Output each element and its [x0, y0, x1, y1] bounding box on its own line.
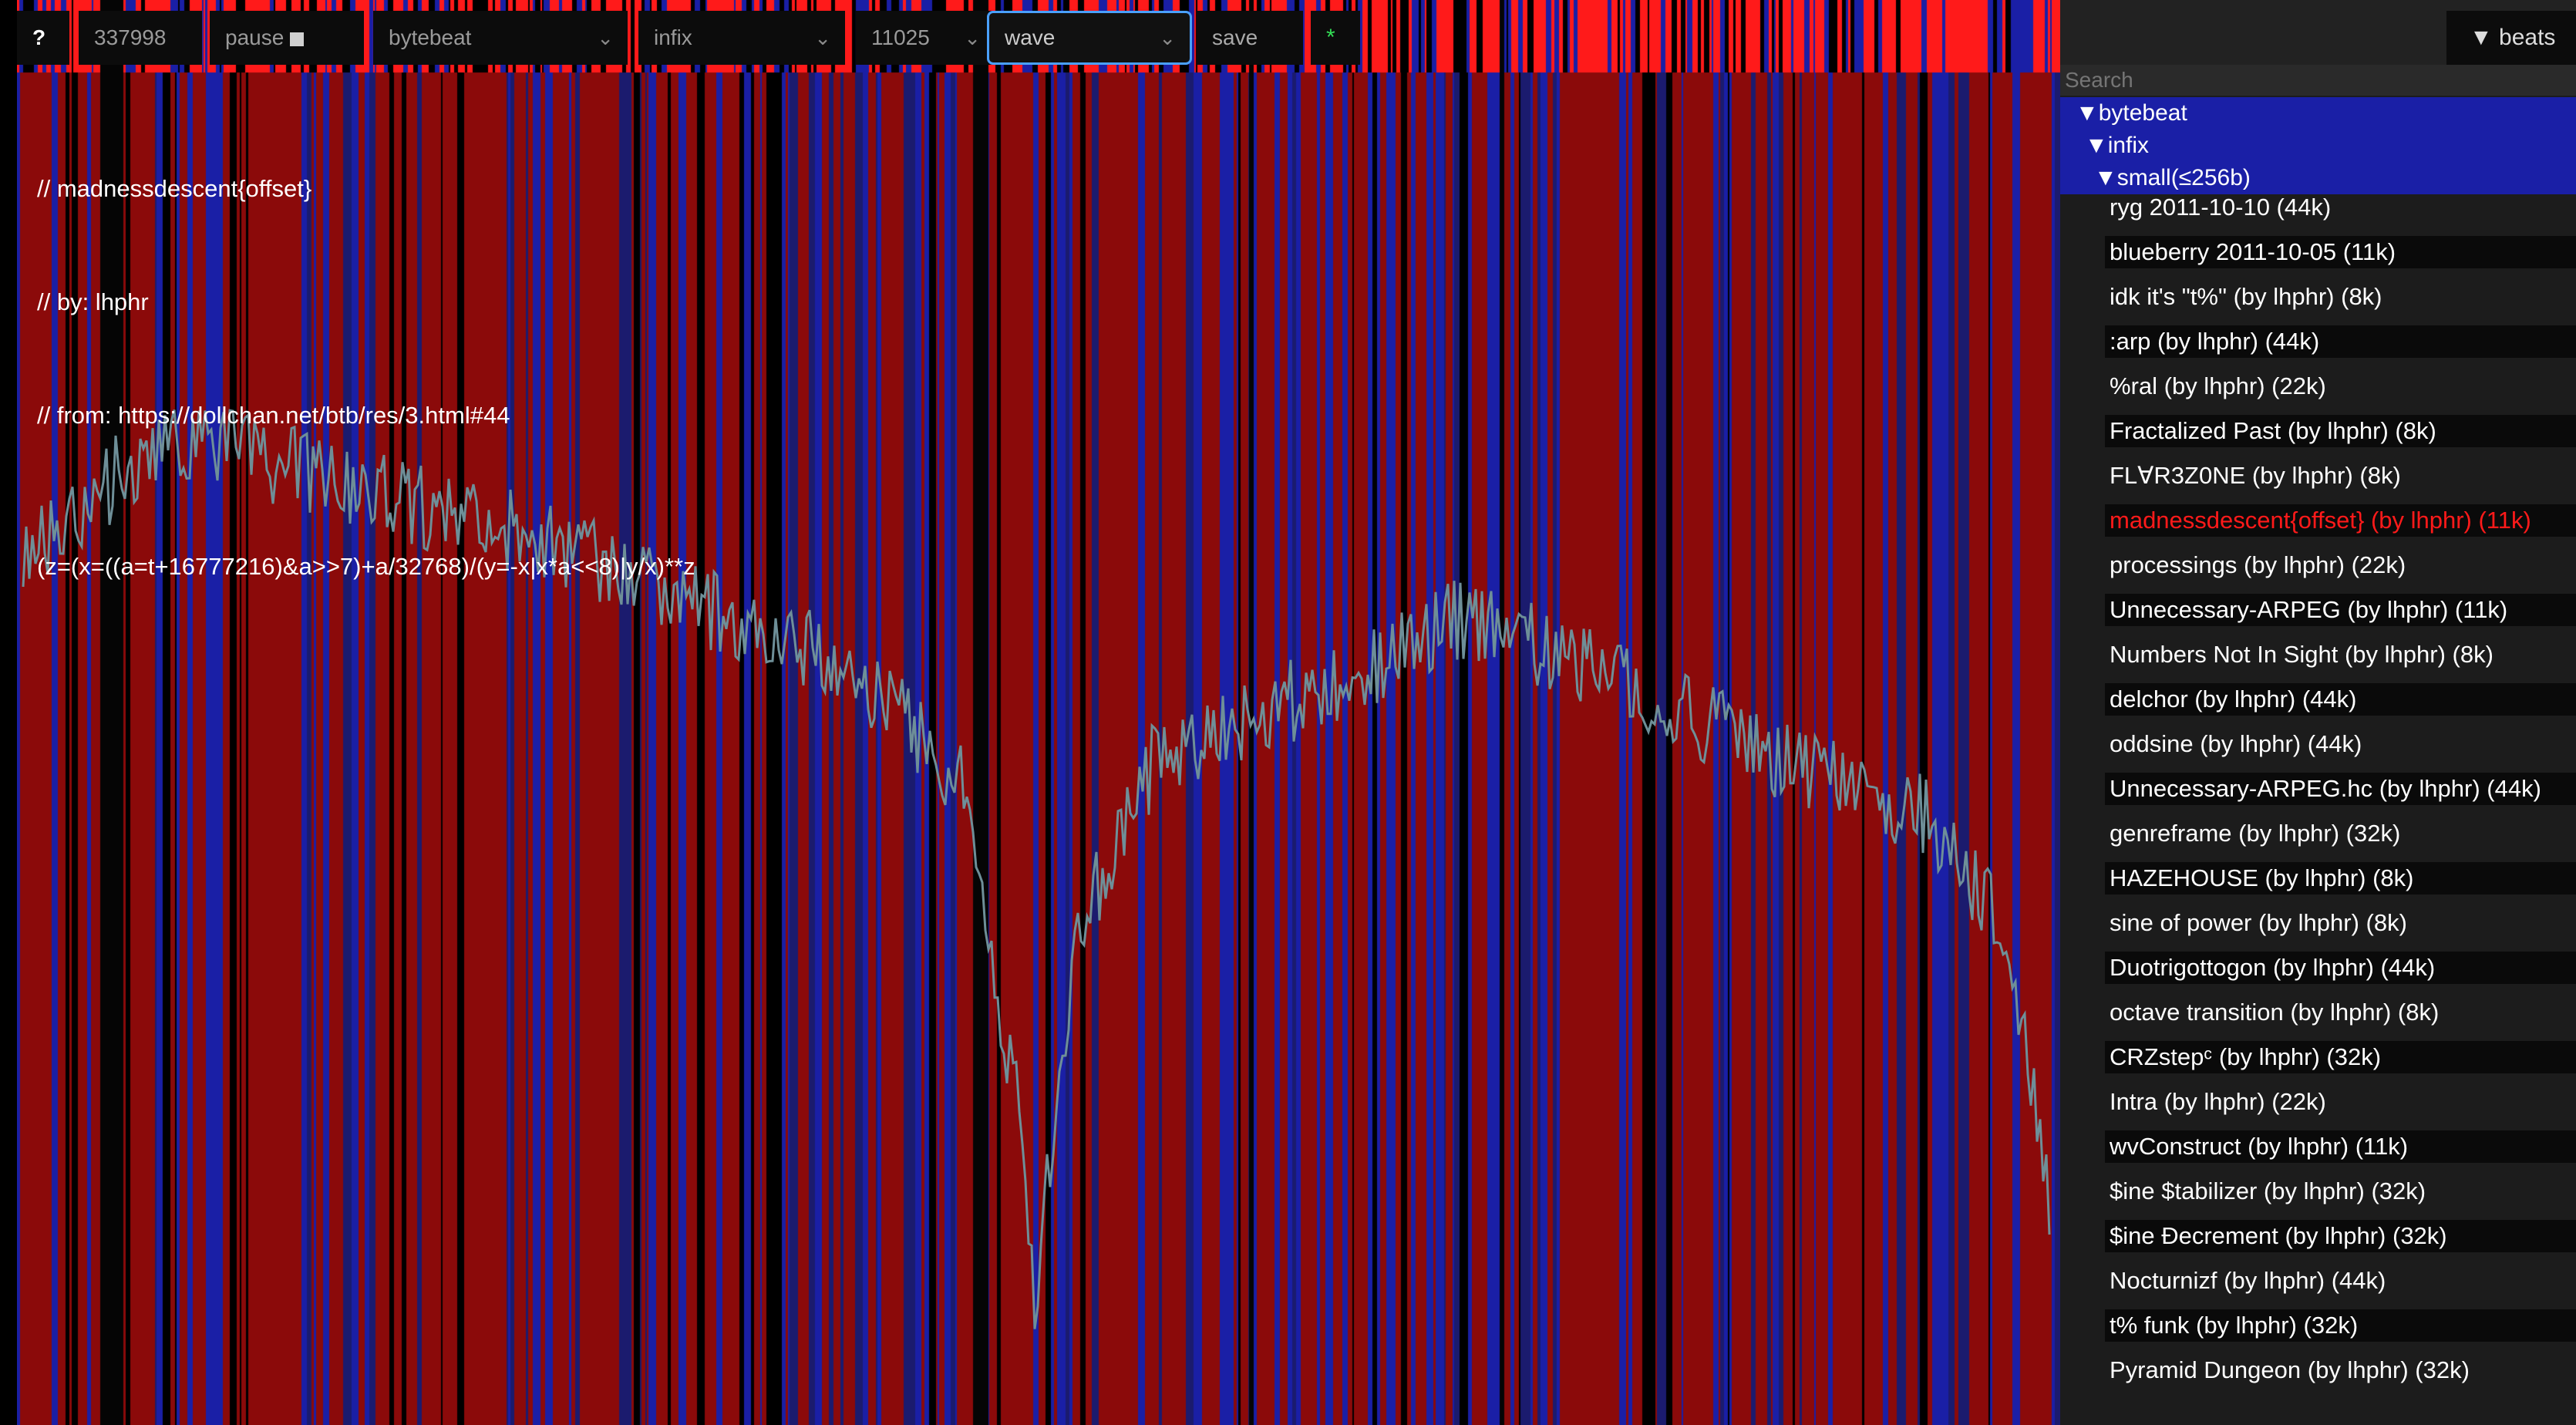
waveform-overlay: [22, 409, 2051, 1329]
list-item[interactable]: %ral (by lhphr) (22k): [2060, 370, 2576, 415]
library-sidebar: ▼ beats ▼bytebeat ▼infix ▼small(≤256b) r…: [2060, 0, 2576, 1425]
tree-folder-bytebeat[interactable]: ▼bytebeat: [2060, 97, 2576, 130]
list-item[interactable]: Fractalized Past (by lhphr) (8k): [2060, 415, 2576, 460]
list-item-label: wvConstruct (by lhphr) (11k): [2105, 1130, 2576, 1163]
list-item-label: ryg 2011-10-10 (44k): [2110, 194, 2332, 221]
stop-square-icon: [290, 32, 305, 46]
list-item-label: Unnecessary-ARPEG (by lhphr) (11k): [2105, 594, 2576, 626]
chevron-down-icon: ⌄: [1159, 26, 1176, 49]
save-button[interactable]: save: [1197, 11, 1303, 65]
list-item-label: delchor (by lhphr) (44k): [2105, 683, 2576, 716]
list-item[interactable]: HAZEHOUSE (by lhphr) (8k): [2060, 862, 2576, 907]
modified-indicator: *: [1311, 11, 1360, 65]
sample-rate-value: 11025: [871, 25, 930, 49]
mode-select[interactable]: bytebeat ⌄: [373, 11, 628, 65]
list-item-label: $ine $tabilizer (by lhphr) (32k): [2110, 1177, 2426, 1204]
save-label: save: [1212, 25, 1258, 49]
list-item-label: Duotrigottogon (by lhphr) (44k): [2105, 952, 2576, 984]
list-item-label: t% funk (by lhphr) (32k): [2105, 1309, 2576, 1342]
list-item[interactable]: idk it's "t%" (by lhphr) (8k): [2060, 281, 2576, 325]
list-item-label: FL∀R3Z0NE (by lhphr) (8k): [2110, 462, 2401, 489]
code-expression: (z=(x=((a=t+16777216)&a>>7)+a/32768)/(y=…: [37, 553, 695, 580]
sidebar-header: ▼ beats: [2060, 0, 2576, 65]
code-comment-title: // madnessdescent{offset}: [37, 175, 312, 202]
list-item-label: Unnecessary-ARPEG.hc (by lhphr) (44k): [2105, 773, 2576, 805]
list-item-label: HAZEHOUSE (by lhphr) (8k): [2105, 862, 2576, 894]
list-item[interactable]: :arp (by lhphr) (44k): [2060, 325, 2576, 370]
chevron-down-icon: ⌄: [814, 26, 831, 49]
list-item-label: madnessdescent{offset} (by lhphr) (11k): [2105, 504, 2576, 537]
list-item[interactable]: $ine $tabilizer (by lhphr) (32k): [2060, 1175, 2576, 1220]
view-value: wave: [1005, 25, 1056, 49]
modified-star: *: [1326, 25, 1335, 50]
list-item-label: sine of power (by lhphr) (8k): [2110, 909, 2407, 936]
toolbar: ? 337998 pause bytebeat ⌄ infix ⌄ 11025 ⌄ w…: [17, 11, 2060, 65]
help-label: ?: [32, 25, 46, 49]
list-item-label: CRZstepᶜ (by lhphr) (32k): [2105, 1041, 2576, 1073]
list-item-label: blueberry 2011-10-05 (11k): [2105, 236, 2576, 268]
list-item[interactable]: sine of power (by lhphr) (8k): [2060, 907, 2576, 952]
beat-list: ryg 2011-10-10 (44k) blueberry 2011-10-05…: [2060, 191, 2576, 1399]
list-item-label: genreframe (by lhphr) (32k): [2110, 820, 2401, 847]
chevron-down-icon: ⌄: [964, 26, 981, 49]
tree-folder-small[interactable]: ▼small(≤256b): [2060, 162, 2576, 194]
sample-rate-select[interactable]: 11025 ⌄: [856, 11, 995, 65]
list-item[interactable]: Duotrigottogon (by lhphr) (44k): [2060, 952, 2576, 996]
time-counter[interactable]: 337998: [79, 11, 202, 65]
view-select[interactable]: wave ⌄: [987, 11, 1192, 65]
list-item-label: %ral (by lhphr) (22k): [2110, 372, 2326, 399]
list-item[interactable]: processings (by lhphr) (22k): [2060, 549, 2576, 594]
list-item[interactable]: Nocturnizf (by lhphr) (44k): [2060, 1265, 2576, 1309]
code-editor[interactable]: // madnessdescent{offset} // by: lhphr /…: [37, 94, 695, 623]
list-item-label: octave transition (by lhphr) (8k): [2110, 999, 2440, 1026]
list-item-label: $ine Đecrement (by lhphr) (32k): [2105, 1220, 2576, 1252]
list-item-label: Nocturnizf (by lhphr) (44k): [2110, 1267, 2386, 1294]
beats-toggle-button[interactable]: ▼ beats: [2446, 11, 2576, 65]
list-item[interactable]: Unnecessary-ARPEG (by lhphr) (11k): [2060, 594, 2576, 638]
code-comment-source: // from: https://dollchan.net/btb/res/3.…: [37, 402, 510, 429]
pause-label: pause: [225, 25, 285, 49]
list-item[interactable]: CRZstepᶜ (by lhphr) (32k): [2060, 1041, 2576, 1086]
list-item[interactable]: genreframe (by lhphr) (32k): [2060, 817, 2576, 862]
list-item-label: Pyramid Dungeon (by lhphr) (32k): [2110, 1356, 2470, 1383]
list-item[interactable]: Intra (by lhphr) (22k): [2060, 1086, 2576, 1130]
pause-button[interactable]: pause: [210, 11, 364, 65]
list-item-label: idk it's "t%" (by lhphr) (8k): [2110, 283, 2382, 310]
syntax-select[interactable]: infix ⌄: [638, 11, 845, 65]
list-item[interactable]: t% funk (by lhphr) (32k): [2060, 1309, 2576, 1354]
list-item[interactable]: Unnecessary-ARPEG.hc (by lhphr) (44k): [2060, 773, 2576, 817]
list-item-label: Numbers Not In Sight (by lhphr) (8k): [2110, 641, 2494, 668]
list-item[interactable]: octave transition (by lhphr) (8k): [2060, 996, 2576, 1041]
list-item[interactable]: delchor (by lhphr) (44k): [2060, 683, 2576, 728]
list-item[interactable]: madnessdescent{offset} (by lhphr) (11k): [2060, 504, 2576, 549]
mode-value: bytebeat: [389, 25, 472, 49]
list-item[interactable]: $ine Đecrement (by lhphr) (32k): [2060, 1220, 2576, 1265]
list-item-label: :arp (by lhphr) (44k): [2105, 325, 2576, 358]
list-item[interactable]: blueberry 2011-10-05 (11k): [2060, 236, 2576, 281]
left-edge: [0, 0, 17, 1425]
syntax-value: infix: [654, 25, 692, 49]
list-item-label: oddsine (by lhphr) (44k): [2110, 730, 2362, 757]
list-item[interactable]: Numbers Not In Sight (by lhphr) (8k): [2060, 638, 2576, 683]
list-item[interactable]: Pyramid Dungeon (by lhphr) (32k): [2060, 1354, 2576, 1399]
list-item[interactable]: FL∀R3Z0NE (by lhphr) (8k): [2060, 460, 2576, 504]
list-item-label: Fractalized Past (by lhphr) (8k): [2105, 415, 2576, 447]
list-item[interactable]: oddsine (by lhphr) (44k): [2060, 728, 2576, 773]
list-item-label: processings (by lhphr) (22k): [2110, 551, 2406, 578]
counter-value: 337998: [94, 25, 167, 49]
code-comment-author: // by: lhphr: [37, 288, 149, 315]
list-item[interactable]: wvConstruct (by lhphr) (11k): [2060, 1130, 2576, 1175]
help-button[interactable]: ?: [17, 11, 69, 65]
search-input[interactable]: [2060, 65, 2576, 96]
list-item[interactable]: ryg 2011-10-10 (44k): [2060, 191, 2576, 236]
chevron-down-icon: ⌄: [597, 26, 614, 49]
tree-folder-infix[interactable]: ▼infix: [2060, 130, 2576, 162]
list-item-label: Intra (by lhphr) (22k): [2110, 1088, 2326, 1115]
